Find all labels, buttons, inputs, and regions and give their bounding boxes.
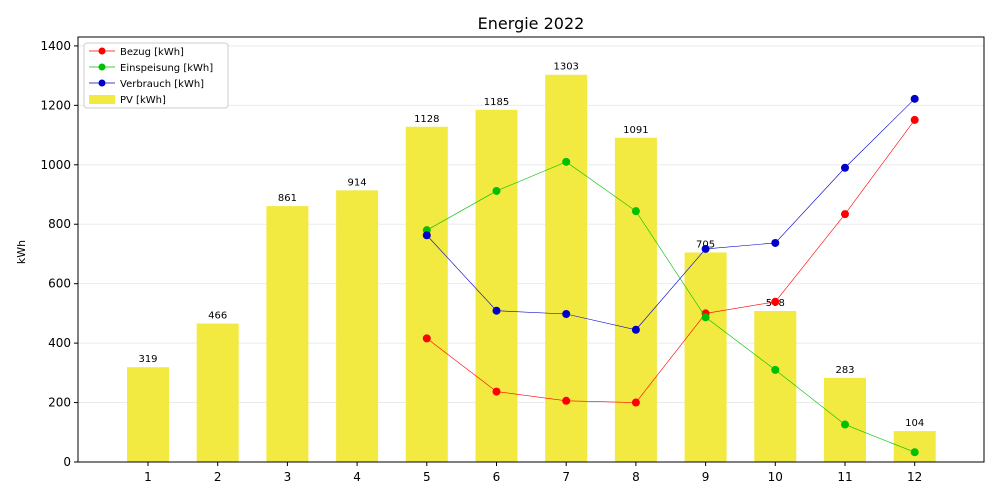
y-tick-label: 600: [48, 277, 71, 291]
bar-value-label: 914: [348, 177, 367, 188]
x-tick-label: 3: [284, 470, 292, 484]
pv-bar: [684, 252, 727, 462]
series-point: [492, 387, 501, 396]
chart-title: Energie 2022: [478, 14, 585, 33]
bar-value-label: 861: [278, 193, 297, 204]
series-point: [771, 238, 780, 247]
y-tick-label: 200: [48, 396, 71, 410]
series-point: [492, 186, 501, 195]
bar-value-label: 283: [835, 365, 854, 376]
y-tick-label: 0: [63, 455, 71, 469]
y-tick-label: 1200: [40, 98, 71, 112]
series-point: [910, 448, 919, 457]
pv-bar: [824, 377, 866, 462]
series-point: [631, 398, 640, 407]
y-tick-label: 800: [48, 217, 71, 231]
legend-marker-swatch: [98, 47, 106, 55]
bar-value-label: 1303: [553, 62, 578, 73]
series-point: [841, 210, 849, 219]
series-point: [841, 420, 849, 429]
y-axis-label: kWh: [15, 240, 28, 264]
legend: Bezug [kWh] Einspeisung [kWh] Verbrauch [k…: [83, 42, 229, 109]
pv-bar: [405, 126, 448, 462]
pv-bar: [127, 367, 169, 462]
series-point: [701, 313, 710, 322]
legend-entry-label: Bezug [kWh]: [120, 47, 184, 58]
legend-bar-swatch: [89, 95, 115, 104]
pv-bar: [336, 190, 379, 463]
bar-value-label: 104: [905, 418, 924, 429]
series-point: [492, 306, 501, 315]
bar-value-label: 1128: [414, 114, 439, 125]
x-tick-label: 7: [562, 470, 570, 484]
bar-value-label: 1091: [623, 125, 648, 136]
series-point: [422, 334, 431, 343]
series-point: [910, 115, 919, 124]
pv-bar: [614, 137, 657, 462]
x-tick-label: 8: [632, 470, 640, 484]
series-line: [426, 98, 915, 331]
x-tick-label: 6: [493, 470, 501, 484]
legend-entry-label: Einspeisung [kWh]: [120, 63, 213, 74]
x-tick-label: 5: [423, 470, 431, 484]
pv-bar: [196, 323, 239, 462]
x-tick-label: 2: [214, 470, 222, 484]
bar-value-label: 466: [208, 311, 227, 322]
series-point: [631, 207, 640, 216]
series-point: [910, 94, 919, 103]
legend-entry-label: PV [kWh]: [120, 95, 166, 106]
series-point: [771, 365, 780, 374]
y-tick-label: 400: [48, 336, 71, 350]
x-tick-label: 12: [907, 470, 922, 484]
x-tick-label: 1: [144, 470, 152, 484]
x-tick-label: 4: [353, 470, 361, 484]
legend-marker-swatch: [98, 63, 106, 71]
legend-marker-swatch: [98, 79, 106, 87]
series-line: [426, 119, 915, 403]
pv-bar: [754, 311, 797, 462]
y-tick-label: 1000: [40, 158, 71, 172]
series-point: [422, 231, 431, 240]
bar-series: 3194668619141128118513031091705508283104: [127, 62, 936, 463]
bar-value-label: 1185: [484, 97, 509, 108]
pv-bar: [266, 206, 309, 462]
x-tick-label: 11: [837, 470, 852, 484]
legend-entry-label: Verbrauch [kWh]: [120, 79, 204, 90]
x-tick-label: 10: [768, 470, 783, 484]
series-point: [841, 163, 849, 172]
series-point: [701, 244, 710, 253]
legend-box: [83, 42, 229, 109]
series-line: [426, 161, 915, 453]
y-tick-label: 1400: [40, 39, 71, 53]
plot-frame: [77, 36, 985, 463]
series-point: [562, 396, 571, 405]
series-point: [771, 297, 780, 306]
pv-bar: [475, 109, 518, 462]
series-point: [562, 157, 571, 166]
bar-value-label: 319: [138, 354, 157, 365]
line-series: [422, 94, 919, 457]
x-tick-label: 9: [702, 470, 710, 484]
series-point: [562, 309, 571, 318]
series-point: [631, 325, 640, 334]
